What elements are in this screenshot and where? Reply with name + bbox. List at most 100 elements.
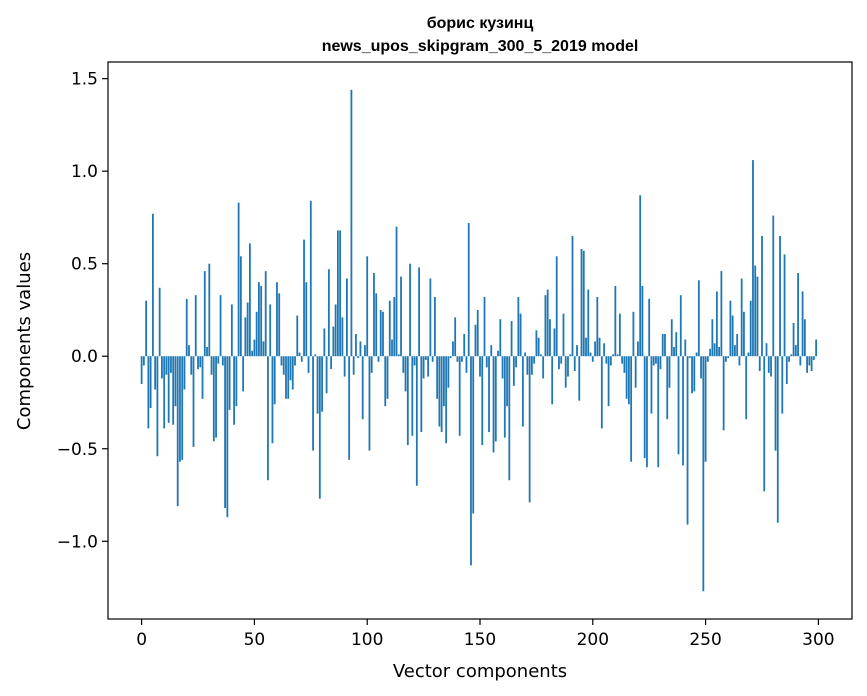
bar-18 <box>181 356 184 460</box>
bar-288 <box>790 354 793 357</box>
bar-22 <box>190 356 193 375</box>
bar-232 <box>664 334 666 357</box>
bar-260 <box>727 356 730 359</box>
x-tick-label: 250 <box>689 630 721 650</box>
bar-286 <box>785 356 788 384</box>
bar-118 <box>406 356 409 446</box>
bar-241 <box>684 339 687 357</box>
y-axis-label: Components values <box>14 252 35 430</box>
bar-280 <box>772 215 775 357</box>
bar-267 <box>743 311 745 357</box>
bar-46 <box>244 317 247 357</box>
bar-180 <box>546 289 549 357</box>
bar-196 <box>582 250 585 357</box>
y-tick-label: 1.0 <box>71 162 98 182</box>
bar-4 <box>149 356 152 409</box>
bar-138 <box>452 341 454 357</box>
bar-187 <box>562 313 565 357</box>
bar-119 <box>409 263 411 357</box>
bar-202 <box>596 297 599 357</box>
bar-233 <box>666 356 669 420</box>
bar-102 <box>370 356 373 373</box>
bar-289 <box>792 322 795 357</box>
x-tick-label: 0 <box>136 630 147 650</box>
bar-203 <box>598 337 601 357</box>
bar-238 <box>677 356 680 455</box>
bar-43 <box>237 202 240 357</box>
bar-58 <box>271 356 274 444</box>
bar-53 <box>260 285 263 357</box>
bar-175 <box>535 330 538 357</box>
bar-78 <box>316 356 319 414</box>
bar-179 <box>544 295 547 357</box>
bar-164 <box>510 321 513 357</box>
bar-85 <box>332 326 335 357</box>
bar-34 <box>217 356 220 364</box>
bar-253 <box>711 319 714 357</box>
bar-42 <box>235 356 238 407</box>
bar-140 <box>456 356 459 362</box>
bar-28 <box>203 271 206 357</box>
bar-297 <box>810 356 813 372</box>
bar-213 <box>621 356 624 364</box>
bar-274 <box>758 356 761 372</box>
bar-50 <box>253 339 256 357</box>
bar-170 <box>524 352 527 357</box>
bar-185 <box>558 356 560 370</box>
bar-17 <box>179 356 181 462</box>
bar-277 <box>765 343 768 357</box>
bar-165 <box>512 356 515 386</box>
bar-158 <box>497 350 499 357</box>
bar-114 <box>397 354 400 357</box>
bar-212 <box>618 313 621 357</box>
bar-98 <box>361 356 364 420</box>
bar-41 <box>233 356 235 425</box>
bar-250 <box>704 356 707 462</box>
bar-21 <box>188 345 190 357</box>
bar-230 <box>659 356 662 370</box>
bar-30 <box>208 263 211 357</box>
bar-190 <box>569 354 572 357</box>
bar-84 <box>330 356 333 370</box>
bar-261 <box>729 300 732 357</box>
bar-132 <box>438 356 441 427</box>
bar-262 <box>731 315 734 357</box>
bar-177 <box>540 354 542 357</box>
bar-0 <box>140 356 143 384</box>
bar-66 <box>289 356 292 381</box>
bar-252 <box>709 348 711 357</box>
bar-45 <box>242 356 245 392</box>
bar-40 <box>230 304 233 357</box>
bar-56 <box>267 356 269 481</box>
bar-91 <box>346 278 348 357</box>
bar-37 <box>224 356 226 508</box>
bar-155 <box>490 345 493 357</box>
y-tick-label: 0.0 <box>71 347 98 367</box>
bar-2 <box>145 300 148 357</box>
bar-211 <box>616 354 619 357</box>
bar-33 <box>215 356 217 438</box>
bar-72 <box>303 239 305 357</box>
bar-272 <box>754 265 757 357</box>
bar-271 <box>752 160 754 357</box>
bar-92 <box>348 356 351 460</box>
bar-64 <box>285 356 287 399</box>
bar-65 <box>287 356 290 399</box>
bar-77 <box>314 354 317 357</box>
bar-76 <box>312 356 314 451</box>
bar-227 <box>652 356 655 366</box>
bar-131 <box>436 356 439 399</box>
bar-60 <box>276 282 278 357</box>
bar-14 <box>172 356 175 425</box>
bar-135 <box>445 356 448 444</box>
bar-195 <box>580 248 583 357</box>
bar-136 <box>447 356 450 388</box>
bar-63 <box>282 356 285 375</box>
bar-206 <box>605 356 608 364</box>
bar-97 <box>359 341 362 357</box>
bar-263 <box>734 345 736 357</box>
bar-48 <box>248 243 251 357</box>
bar-38 <box>226 356 229 518</box>
bar-68 <box>294 356 296 366</box>
